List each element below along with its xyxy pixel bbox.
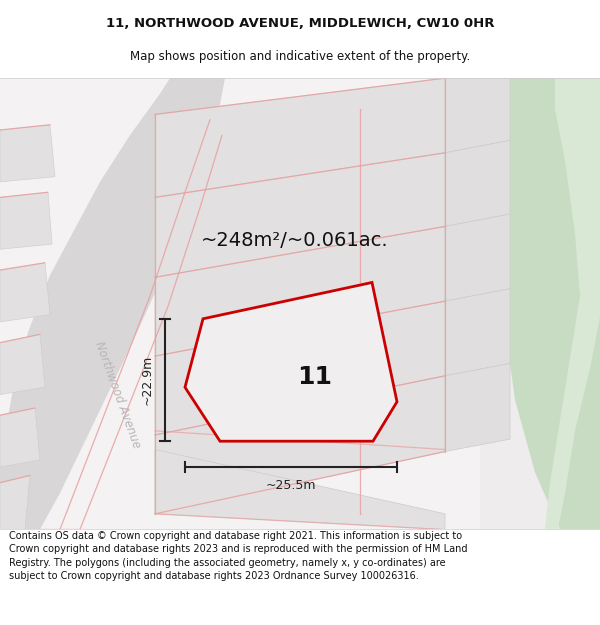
Polygon shape bbox=[445, 214, 510, 301]
Polygon shape bbox=[545, 78, 600, 529]
Polygon shape bbox=[155, 376, 445, 514]
Polygon shape bbox=[420, 78, 600, 529]
Text: 11: 11 bbox=[298, 365, 332, 389]
Polygon shape bbox=[0, 78, 600, 529]
Polygon shape bbox=[445, 363, 510, 452]
Polygon shape bbox=[155, 78, 445, 198]
Polygon shape bbox=[0, 334, 45, 394]
Polygon shape bbox=[445, 141, 510, 226]
Polygon shape bbox=[155, 153, 445, 278]
Polygon shape bbox=[155, 226, 445, 356]
Text: ~248m²/~0.061ac.: ~248m²/~0.061ac. bbox=[201, 231, 389, 251]
Polygon shape bbox=[0, 125, 55, 182]
Polygon shape bbox=[0, 78, 480, 529]
Polygon shape bbox=[185, 282, 397, 441]
Text: Contains OS data © Crown copyright and database right 2021. This information is : Contains OS data © Crown copyright and d… bbox=[9, 531, 467, 581]
Polygon shape bbox=[0, 192, 52, 249]
Text: ~25.5m: ~25.5m bbox=[266, 479, 316, 492]
Polygon shape bbox=[445, 289, 510, 376]
Polygon shape bbox=[0, 408, 40, 467]
Text: Map shows position and indicative extent of the property.: Map shows position and indicative extent… bbox=[130, 50, 470, 62]
Polygon shape bbox=[0, 262, 50, 322]
Text: 11, NORTHWOOD AVENUE, MIDDLEWICH, CW10 0HR: 11, NORTHWOOD AVENUE, MIDDLEWICH, CW10 0… bbox=[106, 17, 494, 30]
Polygon shape bbox=[155, 301, 445, 435]
Text: Northwood Avenue: Northwood Avenue bbox=[92, 339, 143, 450]
Polygon shape bbox=[0, 476, 30, 529]
Polygon shape bbox=[155, 449, 445, 529]
Polygon shape bbox=[445, 78, 510, 153]
Polygon shape bbox=[0, 78, 225, 529]
Text: ~22.9m: ~22.9m bbox=[140, 355, 154, 405]
